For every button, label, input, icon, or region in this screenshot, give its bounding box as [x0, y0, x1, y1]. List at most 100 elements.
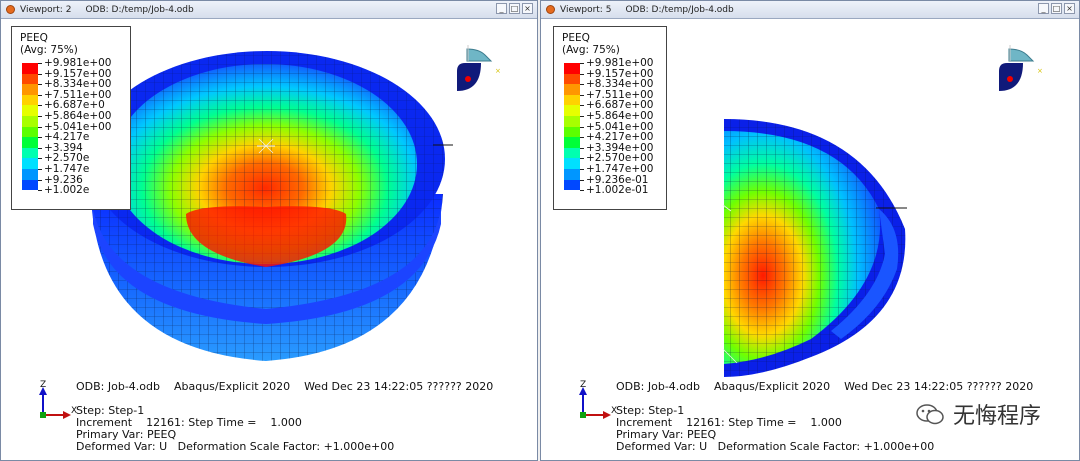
legend-title: PEEQ [562, 32, 590, 44]
odb-path: ODB: D:/temp/Job-4.odb [625, 4, 734, 15]
svg-text:X: X [611, 406, 617, 416]
legend-value: +7.511e+00 [586, 88, 654, 101]
peeq-legend: PEEQ (Avg: 75%) +9.981e+00 +9.157e+00 +8.3… [553, 26, 667, 210]
legend-tick [38, 105, 42, 107]
legend-value: +6.687e+00 [586, 99, 654, 112]
svg-text:×: × [1037, 67, 1043, 75]
legend-swatch [564, 147, 580, 159]
legend-swatch [22, 158, 38, 169]
legend-value: +9.981e+00 [586, 57, 654, 69]
step-line: Step: Step-1 [616, 404, 685, 417]
maximize-icon[interactable]: □ [509, 3, 520, 14]
step-line: Step: Step-1 [76, 404, 145, 417]
peeq-legend: PEEQ (Avg: 75%) +9.981e+00 +9.157e+00 +8.3… [11, 26, 131, 210]
viewport-2-canvas[interactable]: PEEQ (Avg: 75%) +9.981e+00 +9.157e+00 +8.3… [1, 19, 537, 460]
legend-tick [580, 84, 584, 86]
legend-swatch [564, 126, 580, 138]
legend-value: +1.002e-01 [586, 184, 649, 197]
svg-text:X: X [71, 406, 77, 416]
legend-value: +9.236 [44, 173, 83, 186]
legend-value: +8.334e+00 [586, 78, 654, 91]
legend-tick [580, 94, 584, 96]
legend-value: +2.570e [44, 152, 90, 165]
legend-value: +5.041e+00 [586, 120, 654, 133]
legend-swatch [22, 73, 38, 85]
legend-value: +9.157e+00 [44, 67, 112, 80]
viewport-5-window[interactable]: Viewport: 5 ODB: D:/temp/Job-4.odb _ □ × [540, 0, 1080, 461]
legend-value: +2.570e+00 [586, 152, 654, 165]
increment-line: Increment 12161: Step Time = 1.000 [616, 416, 842, 429]
legend-swatch [564, 63, 580, 74]
svg-text:Z: Z [40, 380, 46, 390]
legend-tick [580, 179, 584, 181]
deformed-var-line: Deformed Var: U Deformation Scale Factor… [76, 440, 395, 453]
legend-swatch [564, 84, 580, 95]
legend-tick [38, 116, 42, 117]
deformed-var-line: Deformed Var: U Deformation Scale Factor… [616, 440, 935, 453]
legend-swatch [22, 126, 38, 138]
minimize-icon[interactable]: _ [496, 3, 507, 14]
legend-value: +3.394 [44, 141, 83, 154]
viewport-2-window[interactable]: Viewport: 2 ODB: D:/temp/Job-4.odb _ □ × [0, 0, 538, 461]
legend-value: +5.041e+00 [44, 120, 112, 133]
legend-swatch [22, 84, 38, 95]
legend-value: +4.217e [44, 131, 90, 144]
svg-text:×: × [495, 67, 501, 75]
legend-swatch [564, 116, 580, 127]
legend-swatch [564, 94, 580, 106]
maximize-icon[interactable]: □ [1051, 3, 1062, 14]
axis-triad-icon: Z X [39, 380, 77, 419]
legend-swatch [564, 179, 580, 191]
close-icon[interactable]: × [522, 3, 533, 14]
viewport-2-titlebar[interactable]: Viewport: 2 ODB: D:/temp/Job-4.odb _ □ × [1, 1, 537, 19]
legend-tick [38, 94, 42, 96]
legend-swatch [564, 169, 580, 180]
legend-value: +9.981e+00 [44, 57, 112, 69]
legend-swatch [564, 73, 580, 85]
view-orientation-icon: × [999, 45, 1043, 91]
legend-tick [38, 137, 42, 139]
legend-tick [580, 137, 584, 139]
legend-swatch [22, 147, 38, 159]
legend-tick [580, 105, 584, 107]
legend-tick [580, 126, 584, 128]
legend-tick [38, 84, 42, 86]
legend-value: +1.747e [44, 163, 90, 175]
legend-tick [38, 73, 42, 75]
legend-tick [580, 63, 584, 64]
legend-value: +8.334e+00 [44, 78, 112, 91]
viewport-title: Viewport: 5 [560, 4, 612, 15]
legend-value: +5.864e+00 [586, 110, 654, 122]
axis-triad-icon: Z X [579, 380, 617, 419]
svg-text:Z: Z [580, 380, 586, 390]
legend-tick [580, 116, 584, 117]
viewport-5-titlebar[interactable]: Viewport: 5 ODB: D:/temp/Job-4.odb _ □ × [541, 1, 1079, 19]
legend-title: PEEQ [20, 32, 48, 44]
legend-tick [580, 73, 584, 75]
legend-value: +9.157e+00 [586, 67, 654, 80]
watermark: 无悔程序 [915, 398, 1041, 430]
legend-value: +5.864e+00 [44, 110, 112, 122]
odb-info-line: ODB: Job-4.odb Abaqus/Explicit 2020 Wed … [76, 380, 494, 393]
legend-value: +7.511e+00 [44, 88, 112, 101]
legend-subtitle: (Avg: 75%) [562, 44, 620, 56]
legend-tick [580, 169, 584, 170]
odb-path: ODB: D:/temp/Job-4.odb [85, 4, 194, 15]
legend-tick [38, 190, 42, 192]
legend-value: +6.687e+0 [44, 99, 105, 112]
abaqus-app-icon [6, 5, 15, 14]
view-orientation-icon: × [457, 45, 501, 91]
legend-subtitle: (Avg: 75%) [20, 44, 78, 56]
watermark-text: 无悔程序 [952, 404, 1041, 429]
abaqus-app-icon [546, 5, 555, 14]
viewport-5-canvas[interactable]: PEEQ (Avg: 75%) +9.981e+00 +9.157e+00 +8.3… [541, 19, 1079, 460]
legend-tick [580, 147, 584, 149]
legend-swatch [22, 137, 38, 148]
minimize-icon[interactable]: _ [1038, 3, 1049, 14]
legend-value: +3.394e+00 [586, 141, 654, 154]
close-icon[interactable]: × [1064, 3, 1075, 14]
legend-value: +9.236e-01 [586, 173, 649, 186]
legend-tick [38, 147, 42, 149]
legend-value: +1.002e [44, 184, 90, 197]
legend-swatch [22, 63, 38, 74]
